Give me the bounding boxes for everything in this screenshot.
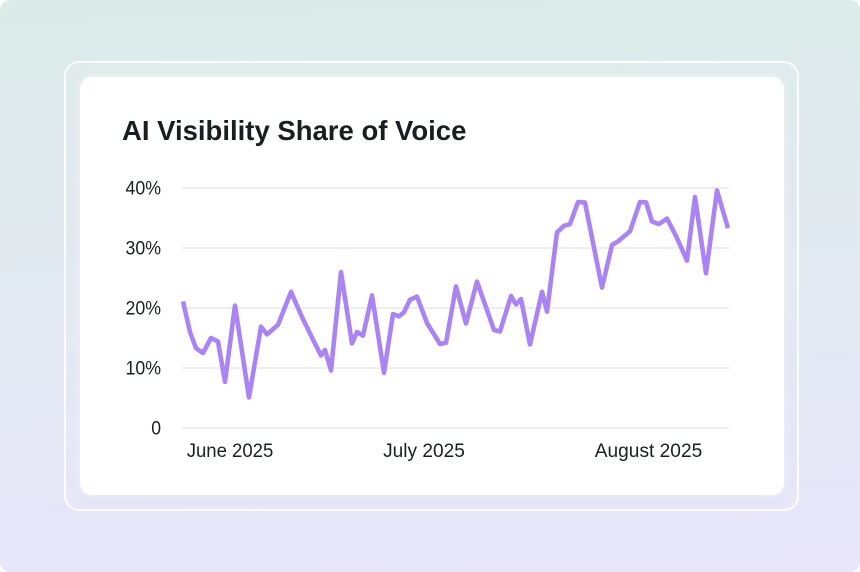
svg-text:40%: 40% <box>126 178 162 200</box>
svg-text:June 2025: June 2025 <box>187 440 274 462</box>
svg-text:10%: 10% <box>126 358 162 380</box>
svg-text:July 2025: July 2025 <box>383 440 465 462</box>
svg-text:20%: 20% <box>126 298 162 320</box>
svg-text:30%: 30% <box>126 238 162 260</box>
svg-text:0: 0 <box>151 418 161 440</box>
svg-text:August 2025: August 2025 <box>595 440 703 462</box>
